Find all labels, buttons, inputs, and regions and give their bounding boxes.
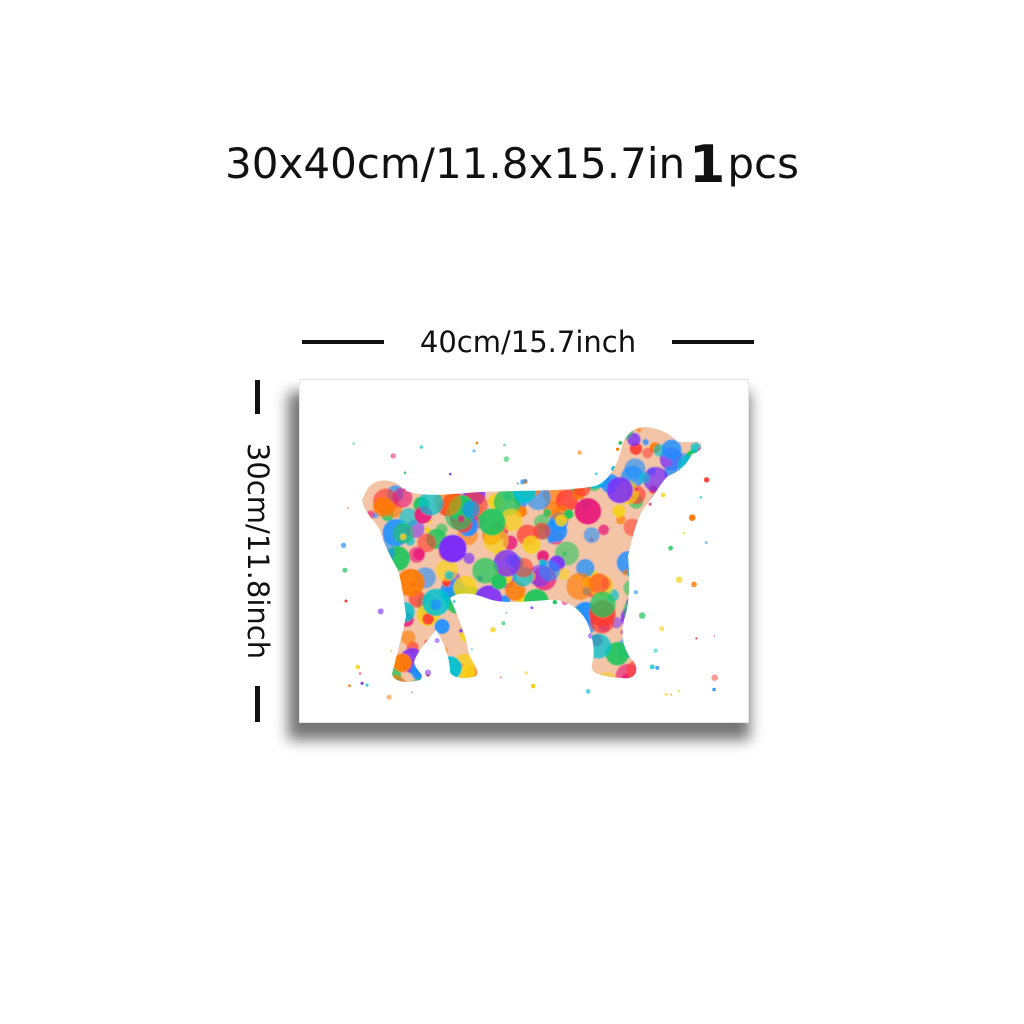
height-label: 30cm/11.8inch	[241, 442, 275, 660]
canvas-print	[300, 380, 748, 722]
size-text: 30x40cm/11.8x15.7in	[225, 139, 686, 188]
height-line-top	[255, 380, 260, 414]
width-dimension-indicator: 40cm/15.7inch	[300, 320, 754, 364]
quantity-number: 1	[689, 135, 726, 195]
height-dimension-indicator: 30cm/11.8inch	[236, 380, 280, 722]
watercolor-dog-artwork	[340, 426, 718, 700]
width-line-right	[672, 340, 754, 344]
product-size-headline: 30x40cm/11.8x15.7in1pcs	[0, 138, 1024, 191]
width-line-left	[302, 340, 384, 344]
width-label: 40cm/15.7inch	[419, 325, 637, 359]
dog-silhouette	[362, 426, 702, 683]
height-line-bottom	[255, 686, 260, 722]
quantity-unit: pcs	[727, 139, 799, 188]
